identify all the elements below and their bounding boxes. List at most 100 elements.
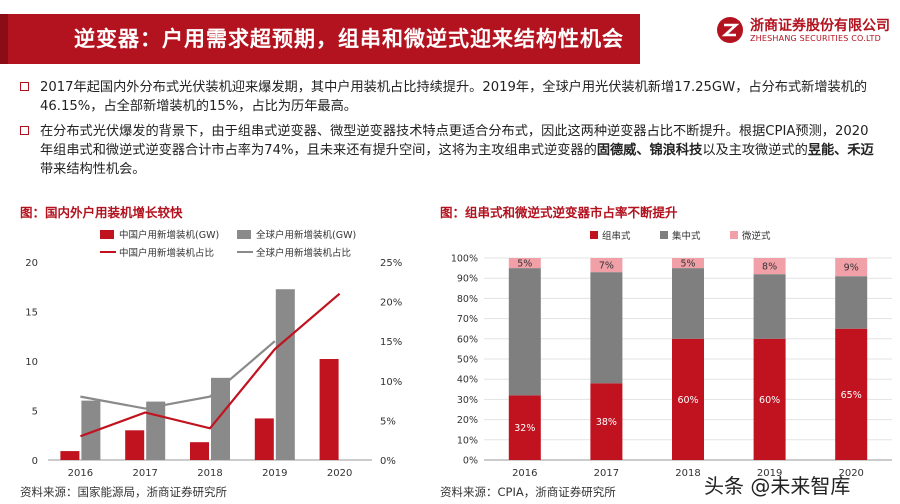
legend-label: 中国户用新增装机占比 [119, 247, 214, 259]
bar-global [146, 401, 166, 460]
line-china-share [80, 292, 341, 438]
bullet-text: 以及主攻微逆式的 [702, 143, 808, 158]
legend-swatch [237, 230, 251, 239]
bar-segment-micro [508, 258, 541, 269]
x-tick-label: 2020 [838, 468, 863, 479]
data-label: 32% [514, 423, 535, 434]
legend-swatch [590, 231, 598, 239]
legend-label: 组串式 [602, 230, 631, 242]
bar-segment-string [835, 328, 868, 460]
bar-segment-central [753, 274, 786, 339]
bar-segment-string [753, 338, 786, 460]
bullet-square-icon [20, 82, 29, 91]
title-accent [0, 14, 8, 64]
bar-segment-string [672, 338, 704, 460]
x-tick-label: 2018 [197, 468, 222, 479]
x-tick-label: 2016 [512, 468, 537, 479]
y-tick-label: 15 [25, 308, 38, 319]
bar-segment-central [835, 276, 868, 329]
line-global-share [80, 340, 276, 410]
y-tick-label: 20% [457, 415, 478, 426]
data-label: 9% [844, 263, 859, 274]
bar-china [319, 359, 339, 460]
bar-segment-micro [835, 258, 868, 277]
y-tick-label: 5 [32, 407, 38, 418]
page-title: 逆变器：户用需求超预期，组串和微逆式迎来结构性机会 [74, 27, 624, 51]
y-tick-label: 10 [25, 357, 38, 368]
x-tick-label: 2019 [262, 468, 287, 479]
bar-china [254, 418, 274, 460]
y2-tick-label: 25% [380, 258, 402, 269]
left-chart: 0 5 10 15 20 0% 5% 10% 15% 20% 25% 2016 2017 2018 2019… [25, 229, 402, 479]
data-label: 38% [596, 417, 617, 428]
bar-global [275, 289, 295, 460]
right-chart: 0% 10% 20% 30% 40% 50% 60% 70% 80% 90% 100% 2016 201… [451, 230, 892, 479]
data-label: 60% [677, 395, 698, 406]
y-tick-label: 60% [457, 334, 478, 345]
x-tick-label: 2019 [757, 468, 782, 479]
x-tick-label: 2018 [675, 468, 700, 479]
y-tick-label: 80% [457, 294, 478, 305]
data-label: 5% [517, 259, 532, 270]
x-tick-label: 2016 [68, 468, 93, 479]
y-tick-label: 20 [25, 258, 38, 269]
y2-tick-label: 20% [380, 298, 402, 309]
bar-global [81, 400, 101, 460]
bar-segment-string [590, 383, 623, 460]
legend-label: 全球户用新增装机(GW) [256, 229, 356, 241]
bar-segment-string [508, 395, 541, 460]
y-tick-label: 50% [457, 355, 478, 366]
bullet-text-bold: 固德威、锦浪科技 [596, 143, 703, 158]
bullet-text-bold: 昱能、禾迈 [807, 143, 874, 158]
x-tick-label: 2017 [594, 468, 619, 479]
y2-tick-label: 15% [380, 337, 402, 348]
right-figure-title: 图：组串式和微逆式逆变器市占率不断提升 [440, 205, 678, 220]
bar-segment-central [590, 272, 623, 384]
logo-mark-icon [717, 17, 743, 43]
legend-swatch [100, 230, 114, 239]
watermark: 头条 @未来智库 [704, 474, 851, 498]
legend-label: 中国户用新增装机(GW) [119, 229, 219, 241]
y-tick-label: 40% [457, 375, 478, 386]
legend-swatch [730, 231, 738, 239]
bullet-text: 在分布式光伏爆发的背景下，由于组串式逆变器、微型逆变器技术特点更适合分布式，因此… [40, 124, 869, 158]
logo-name-en: ZHESHANG SECURITIES CO.LTD [750, 34, 881, 43]
bar-segment-micro [753, 258, 786, 275]
company-logo: 浙商证券股份有限公司 ZHESHANG SECURITIES CO.LTD [716, 12, 890, 52]
y-tick-label: 90% [457, 274, 478, 285]
bar-global [211, 377, 230, 460]
title-bar: 逆变器：户用需求超预期，组串和微逆式迎来结构性机会 [0, 14, 640, 64]
legend-label: 微逆式 [742, 230, 771, 242]
data-label: 5% [680, 259, 695, 270]
x-tick-label: 2017 [132, 468, 157, 479]
y-tick-label: 0 [32, 456, 38, 467]
bar-segment-central [508, 268, 541, 396]
bullet-list: 2017年起国内外分布式光伏装机迎来爆发期，其中户用装机占比持续提升。2019年… [20, 78, 880, 185]
y-tick-label: 10% [457, 435, 478, 446]
y2-tick-label: 10% [380, 377, 402, 388]
data-label: 60% [759, 395, 780, 406]
bar-segment-central [672, 268, 704, 339]
left-figure-source: 资料来源：国家能源局，浙商证券研究所 [20, 485, 227, 499]
bullet-item: 在分布式光伏爆发的背景下，由于组串式逆变器、微型逆变器技术特点更适合分布式，因此… [20, 122, 880, 179]
bullet-square-icon [20, 126, 29, 135]
bar-segment-micro [590, 258, 623, 273]
legend-label: 集中式 [672, 230, 701, 242]
bar-china [125, 430, 145, 460]
bullet-text: 带来结构性机会。 [40, 162, 146, 177]
data-label: 65% [841, 390, 862, 401]
data-label: 8% [762, 262, 777, 273]
y-tick-label: 70% [457, 314, 478, 325]
data-label: 7% [599, 261, 614, 272]
right-figure-source: 资料来源：CPIA，浙商证券研究所 [440, 485, 616, 499]
y2-tick-label: 5% [380, 416, 396, 427]
y-tick-label: 30% [457, 395, 478, 406]
y-tick-label: 0% [463, 456, 478, 467]
logo-name-cn: 浙商证券股份有限公司 [750, 18, 890, 34]
bar-china [60, 451, 80, 460]
legend-swatch [660, 231, 668, 239]
bullet-text: 2017年起国内外分布式光伏装机迎来爆发期，其中户用装机占比持续提升。2019年… [40, 80, 868, 114]
bullet-item: 2017年起国内外分布式光伏装机迎来爆发期，其中户用装机占比持续提升。2019年… [20, 78, 880, 116]
bar-china [190, 442, 209, 460]
y2-tick-label: 0% [380, 456, 396, 467]
